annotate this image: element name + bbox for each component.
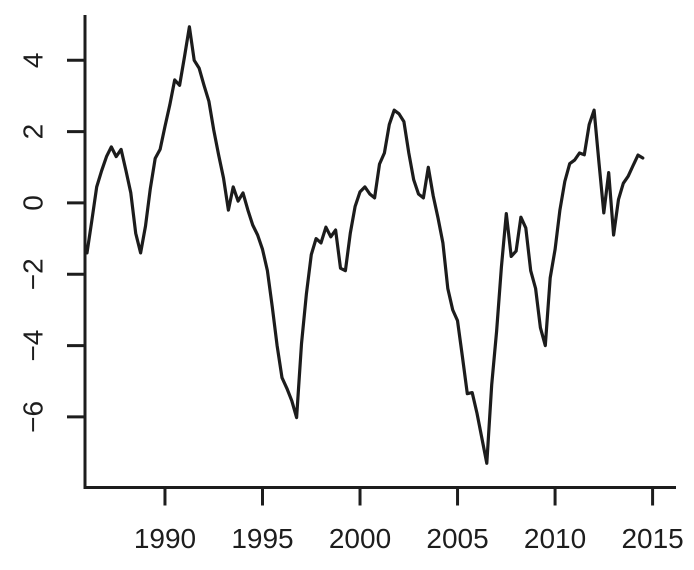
y-axis-tick-label: −4 [18,330,49,362]
x-axis-tick-label: 2000 [329,523,391,554]
y-axis-tick-label: −2 [18,258,49,290]
y-axis-tick-label: −6 [18,401,49,433]
x-axis-tick-label: 2005 [426,523,488,554]
axis-lines [83,15,676,489]
y-axis-tick-label: 2 [18,124,49,140]
data-series-line [85,25,645,465]
x-axis-tick-label: 1995 [231,523,293,554]
y-axis-tick-label: 0 [18,195,49,211]
x-axis-tick-label: 2010 [524,523,586,554]
x-axis-tick-label: 1990 [134,523,196,554]
x-axis-tick-label: 2015 [621,523,683,554]
y-axis-tick-label: 4 [18,52,49,68]
